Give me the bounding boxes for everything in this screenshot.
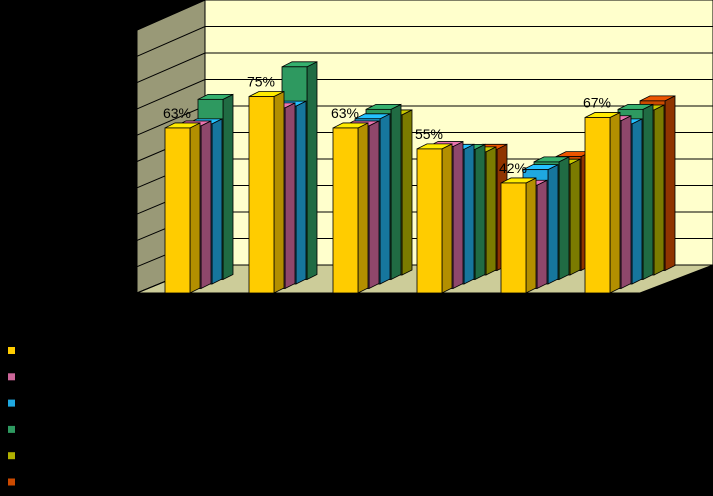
bar-side: [401, 109, 413, 276]
bar: [164, 127, 191, 294]
bar-side: [642, 103, 654, 281]
bar: [248, 96, 275, 294]
bar-side: [558, 156, 570, 281]
bar-side: [390, 103, 402, 281]
legend-marker: [8, 425, 15, 433]
value-label: 42%: [499, 160, 527, 176]
bar: [416, 148, 443, 294]
bar-side: [379, 113, 391, 285]
bar-side: [273, 90, 285, 294]
legend-marker: [8, 373, 15, 381]
grid-line: [136, 0, 713, 31]
bar: [584, 117, 611, 294]
bar-side: [441, 143, 453, 294]
legend-marker: [8, 452, 15, 460]
bar-side: [620, 115, 632, 290]
bar-side: [547, 163, 559, 285]
bar-side: [306, 61, 318, 281]
bar-side: [211, 118, 223, 285]
bar-side: [485, 146, 497, 276]
bar-side: [189, 122, 201, 294]
bar-side: [200, 120, 212, 290]
bar-side: [295, 100, 307, 285]
value-label: 63%: [331, 105, 359, 121]
grid-line: [136, 52, 713, 84]
bar-side: [368, 120, 380, 290]
legend-marker: [8, 399, 15, 407]
value-label: 75%: [247, 74, 275, 90]
bar-side: [525, 177, 537, 294]
bar: [500, 182, 527, 294]
value-label: 63%: [163, 105, 191, 121]
bar-side: [631, 118, 643, 285]
bar-side: [222, 93, 234, 281]
bar-side: [569, 158, 581, 276]
grid-line: [136, 26, 713, 57]
value-label: 67%: [583, 94, 611, 110]
legend-marker: [8, 478, 15, 486]
bar-side: [357, 122, 369, 294]
bar-side: [653, 104, 665, 276]
bar-side: [609, 111, 621, 294]
grid-line: [136, 79, 713, 110]
bar-side: [284, 102, 296, 290]
bar-side: [536, 179, 548, 290]
bar-side: [463, 143, 475, 285]
bar: [332, 127, 359, 294]
value-label: 55%: [415, 126, 443, 142]
bar-side: [664, 95, 676, 272]
legend-marker: [8, 347, 15, 354]
bar-side: [452, 140, 464, 290]
bar-side: [474, 143, 486, 281]
